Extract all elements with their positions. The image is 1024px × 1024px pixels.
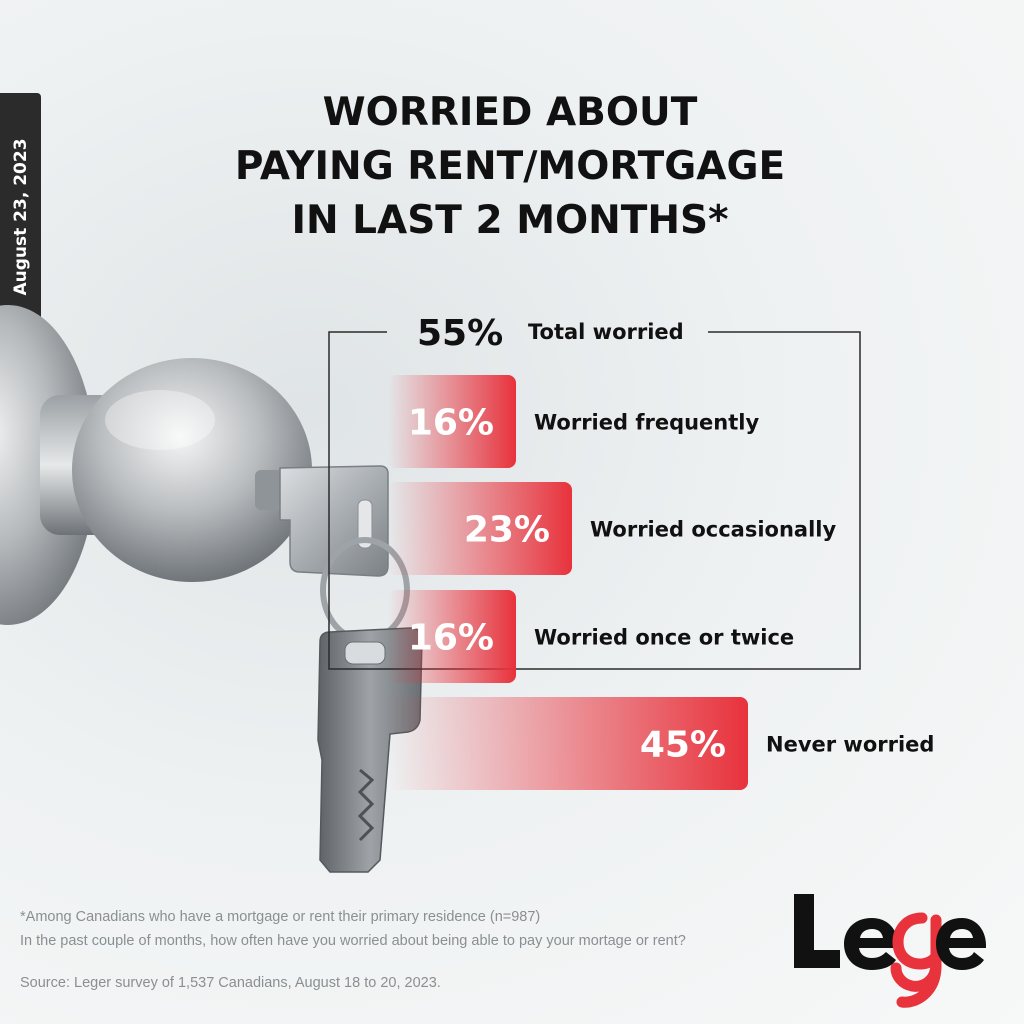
- bar-category-label: Worried once or twice: [534, 626, 794, 650]
- bar-value-label: 23%: [464, 510, 550, 551]
- bar: [388, 590, 516, 683]
- group-total-value: 55%: [417, 313, 503, 354]
- chart-title: WORRIED ABOUT PAYING RENT/MORTGAGE IN LA…: [200, 86, 820, 248]
- bar-category-label: Never worried: [766, 733, 934, 757]
- bar-category-label: Worried occasionally: [590, 518, 836, 542]
- bar: [388, 482, 572, 575]
- group-total-label: Total worried: [528, 320, 684, 344]
- bar-value-label: 16%: [408, 618, 494, 659]
- title-line-2: PAYING RENT/MORTGAGE: [234, 144, 786, 189]
- footnote-base: *Among Canadians who have a mortgage or …: [20, 909, 541, 925]
- footnote-source: Source: Leger survey of 1,537 Canadians,…: [20, 975, 441, 991]
- bar: [388, 375, 516, 468]
- title-line-3: IN LAST 2 MONTHS*: [291, 198, 729, 243]
- leger-logo: [794, 894, 987, 1008]
- title-line-1: WORRIED ABOUT: [322, 90, 698, 135]
- bar-value-label: 16%: [408, 403, 494, 444]
- bar-category-label: Worried frequently: [534, 411, 759, 435]
- footnote-question: In the past couple of months, how often …: [20, 933, 686, 949]
- bar: [388, 697, 748, 790]
- group-bracket: [328, 331, 861, 670]
- bar-value-label: 45%: [640, 725, 726, 766]
- date-tab: August 23, 2023: [0, 93, 41, 340]
